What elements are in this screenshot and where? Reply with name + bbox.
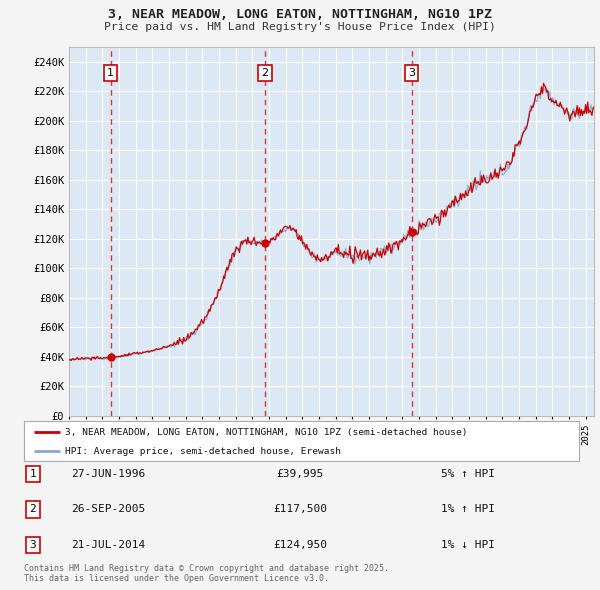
Text: 1: 1 <box>107 68 114 78</box>
Text: 26-SEP-2005: 26-SEP-2005 <box>71 504 145 514</box>
Text: 1% ↑ HPI: 1% ↑ HPI <box>441 504 495 514</box>
Text: 1: 1 <box>29 469 37 479</box>
Text: HPI: Average price, semi-detached house, Erewash: HPI: Average price, semi-detached house,… <box>65 447 341 456</box>
Text: 2: 2 <box>29 504 37 514</box>
Text: Price paid vs. HM Land Registry's House Price Index (HPI): Price paid vs. HM Land Registry's House … <box>104 22 496 32</box>
Text: £124,950: £124,950 <box>273 540 327 550</box>
Text: 3: 3 <box>408 68 415 78</box>
Text: £117,500: £117,500 <box>273 504 327 514</box>
Text: 2: 2 <box>261 68 268 78</box>
Text: 3, NEAR MEADOW, LONG EATON, NOTTINGHAM, NG10 1PZ: 3, NEAR MEADOW, LONG EATON, NOTTINGHAM, … <box>108 8 492 21</box>
Text: Contains HM Land Registry data © Crown copyright and database right 2025.
This d: Contains HM Land Registry data © Crown c… <box>24 563 389 583</box>
Text: 1% ↓ HPI: 1% ↓ HPI <box>441 540 495 550</box>
Text: 5% ↑ HPI: 5% ↑ HPI <box>441 469 495 479</box>
Text: 3, NEAR MEADOW, LONG EATON, NOTTINGHAM, NG10 1PZ (semi-detached house): 3, NEAR MEADOW, LONG EATON, NOTTINGHAM, … <box>65 428 467 437</box>
Text: 3: 3 <box>29 540 37 550</box>
Text: 27-JUN-1996: 27-JUN-1996 <box>71 469 145 479</box>
Text: £39,995: £39,995 <box>277 469 323 479</box>
Text: 21-JUL-2014: 21-JUL-2014 <box>71 540 145 550</box>
